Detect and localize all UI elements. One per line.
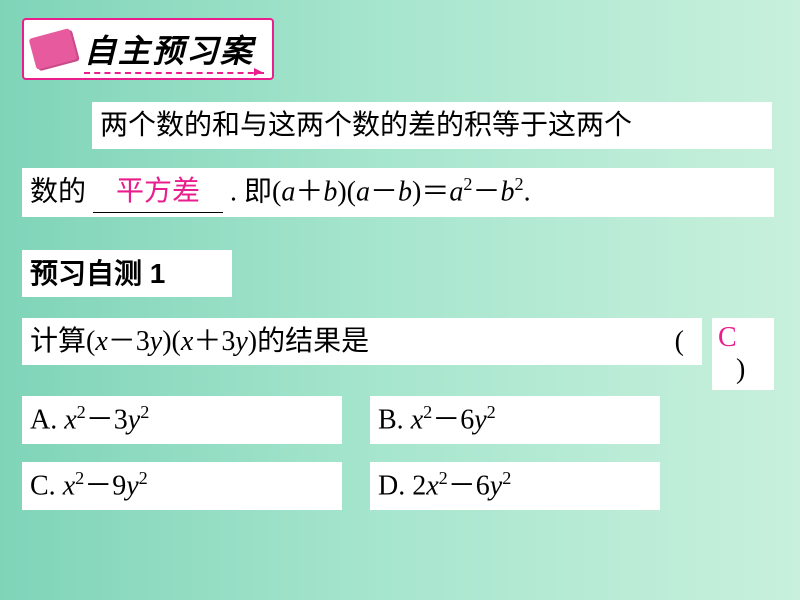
var-a1: a — [281, 176, 295, 207]
q-suffix: )的结果是 — [248, 326, 369, 357]
answer-close-paren: ) — [736, 354, 745, 385]
q-y2: y — [235, 326, 247, 357]
var-b3: b — [500, 176, 514, 207]
section-title: 自主预习案 — [84, 33, 254, 69]
self-test-heading: 预习自测 1 — [22, 250, 232, 297]
var-b2: b — [398, 176, 412, 207]
opt-b-x: x — [411, 404, 423, 435]
answer-box: C ) — [712, 318, 774, 390]
opt-c-e1: 2 — [75, 468, 84, 488]
opt-a-x: x — [64, 404, 76, 435]
var-a2: a — [356, 176, 370, 207]
opt-d-e2: 2 — [502, 468, 511, 488]
q-x1: x — [95, 326, 107, 357]
formula-end: . — [524, 176, 531, 207]
option-a: A. x2－3y2 — [22, 396, 342, 444]
opt-b-m: －6 — [432, 404, 474, 435]
mid1: )( — [337, 176, 356, 207]
op-plus: ＋ — [295, 176, 323, 207]
opt-d-y: y — [490, 470, 502, 501]
opt-a-m: －3 — [86, 404, 128, 435]
opt-a-e2: 2 — [140, 402, 149, 422]
opt-b-y: y — [474, 404, 486, 435]
option-d: D. 2x2－6y2 — [370, 462, 660, 510]
header-arrow-icon — [254, 68, 262, 76]
intro-text-line2: 数的 平方差 . 即(a＋b)(a－b)＝a2－b2. — [22, 168, 774, 217]
opt-d-m: －6 — [448, 470, 490, 501]
opt-a-label: A. — [30, 404, 64, 435]
intro-text-line1: 两个数的和与这两个数的差的积等于这两个 — [92, 102, 772, 149]
intro-prefix: 数的 — [30, 176, 86, 207]
opt-a-y: y — [128, 404, 140, 435]
answer-open-paren: ( — [675, 322, 684, 361]
opt-a-e1: 2 — [77, 402, 86, 422]
opt-c-y: y — [126, 470, 138, 501]
var-a3: a — [449, 176, 463, 207]
opt-c-e2: 2 — [139, 468, 148, 488]
q-mid: )( — [162, 326, 181, 357]
intro-part1: 两个数的和与这两个数的差的积等于这两个 — [100, 110, 632, 141]
mid2: )＝ — [412, 176, 449, 207]
q-y1: y — [150, 326, 162, 357]
section-header-badge: 自主预习案 — [22, 18, 274, 80]
opt-d-e1: 2 — [439, 468, 448, 488]
opt-b-label: B. — [378, 404, 411, 435]
q-prefix: 计算( — [30, 326, 95, 357]
intro-suffix: . 即( — [230, 176, 281, 207]
option-b: B. x2－6y2 — [370, 396, 660, 444]
q-minus: －3 — [108, 326, 150, 357]
opt-c-label: C. — [30, 470, 63, 501]
answer-letter: C — [718, 322, 737, 353]
blank-answer: 平方差 — [93, 172, 223, 212]
option-c: C. x2－9y2 — [22, 462, 342, 510]
var-b1: b — [323, 176, 337, 207]
opt-d-label: D. 2 — [378, 470, 426, 501]
opt-b-e2: 2 — [487, 402, 496, 422]
opt-d-x: x — [426, 470, 438, 501]
op-minus2: － — [472, 176, 500, 207]
q-plus: ＋3 — [193, 326, 235, 357]
opt-c-x: x — [63, 470, 75, 501]
op-minus: － — [370, 176, 398, 207]
question-text: 计算(x－3y)(x＋3y)的结果是 ( — [22, 318, 702, 365]
q-x2: x — [181, 326, 193, 357]
opt-c-m: －9 — [84, 470, 126, 501]
exp-b: 2 — [514, 174, 523, 194]
opt-b-e1: 2 — [423, 402, 432, 422]
